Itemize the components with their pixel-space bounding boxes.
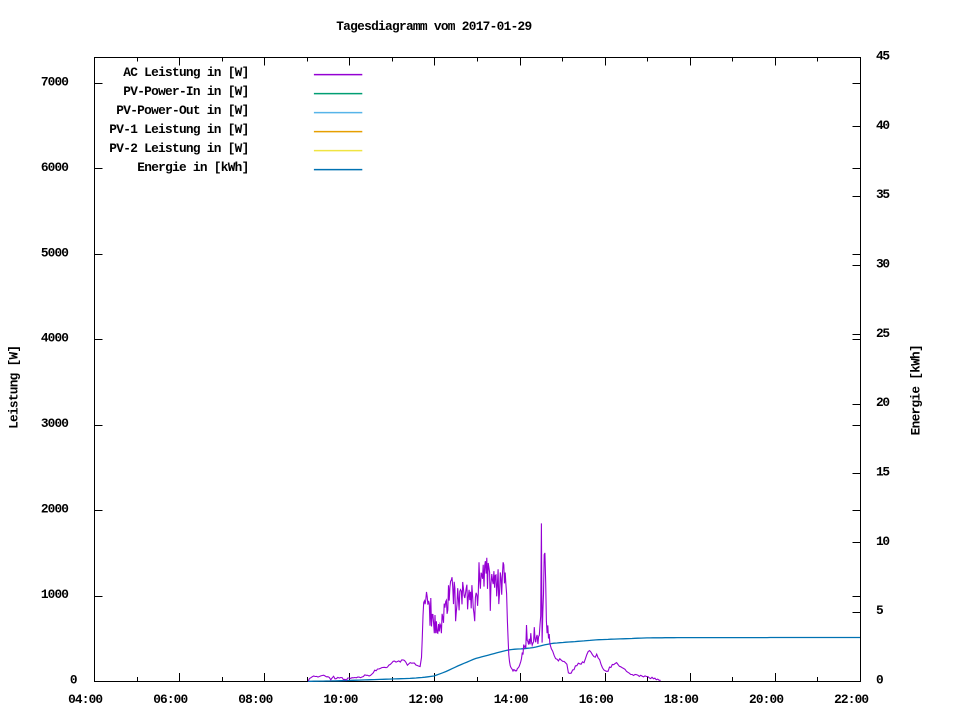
svg-text:PV-1 Leistung in [W]: PV-1 Leistung in [W] (109, 122, 249, 137)
svg-text:04:00: 04:00 (68, 692, 103, 707)
svg-text:08:00: 08:00 (238, 692, 273, 707)
svg-text:18:00: 18:00 (664, 692, 699, 707)
svg-text:PV-2 Leistung in [W]: PV-2 Leistung in [W] (109, 141, 249, 156)
svg-text:1000: 1000 (41, 587, 69, 602)
svg-text:5000: 5000 (41, 245, 69, 260)
svg-text:20:00: 20:00 (749, 692, 784, 707)
svg-text:Energie [kWh]: Energie [kWh] (909, 344, 924, 435)
svg-text:3000: 3000 (41, 416, 69, 431)
svg-text:Tagesdiagramm vom 2017-01-29: Tagesdiagramm vom 2017-01-29 (336, 19, 532, 34)
svg-text:16:00: 16:00 (579, 692, 614, 707)
svg-text:22:00: 22:00 (834, 692, 869, 707)
svg-text:7000: 7000 (41, 74, 69, 89)
svg-text:PV-Power-In in [W]: PV-Power-In in [W] (123, 84, 249, 99)
svg-text:20: 20 (876, 395, 890, 410)
svg-text:45: 45 (876, 48, 890, 63)
svg-text:14:00: 14:00 (494, 692, 529, 707)
svg-text:Energie in [kWh]: Energie in [kWh] (137, 160, 249, 175)
svg-text:12:00: 12:00 (409, 692, 444, 707)
svg-text:0: 0 (70, 672, 78, 687)
svg-text:15: 15 (876, 464, 890, 479)
svg-text:25: 25 (876, 326, 890, 341)
svg-text:4000: 4000 (41, 331, 69, 346)
svg-text:5: 5 (876, 603, 884, 618)
svg-text:40: 40 (876, 118, 890, 133)
svg-text:30: 30 (876, 256, 890, 271)
svg-text:PV-Power-Out in [W]: PV-Power-Out in [W] (116, 103, 249, 118)
svg-text:2000: 2000 (41, 502, 69, 517)
svg-text:10:00: 10:00 (323, 692, 358, 707)
svg-text:Leistung [W]: Leistung [W] (7, 345, 22, 429)
svg-text:0: 0 (876, 672, 884, 687)
svg-text:35: 35 (876, 187, 890, 202)
svg-text:6000: 6000 (41, 160, 69, 175)
svg-text:06:00: 06:00 (153, 692, 188, 707)
svg-text:10: 10 (876, 534, 890, 549)
svg-text:AC Leistung in [W]: AC Leistung in [W] (123, 65, 249, 80)
